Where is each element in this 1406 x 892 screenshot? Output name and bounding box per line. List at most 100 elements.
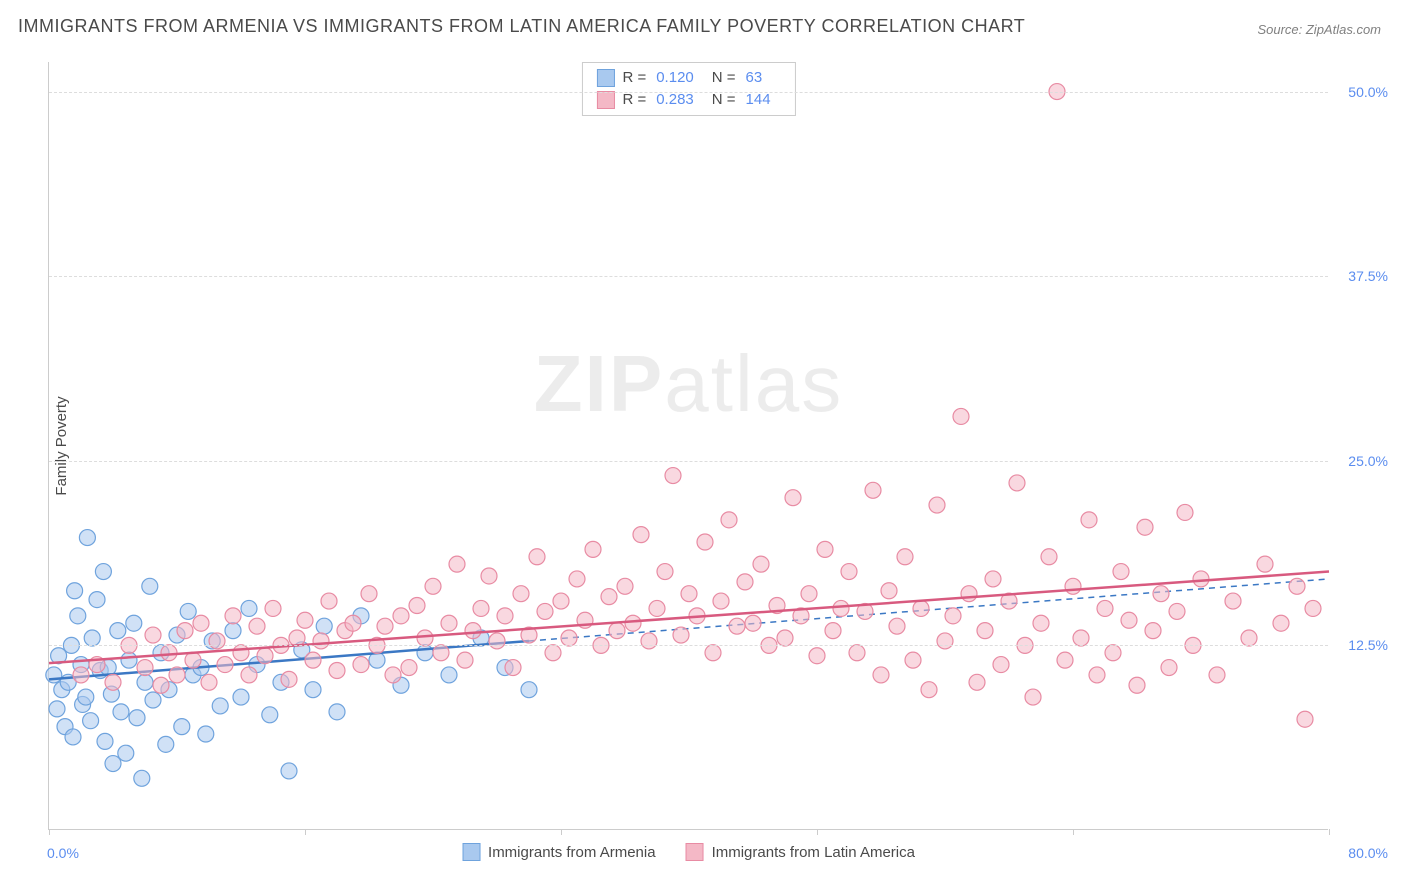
- data-point: [84, 630, 100, 646]
- data-point: [905, 652, 921, 668]
- data-point: [489, 633, 505, 649]
- data-point: [345, 615, 361, 631]
- data-point: [105, 674, 121, 690]
- series-2-label: Immigrants from Latin America: [712, 844, 915, 861]
- data-point: [425, 578, 441, 594]
- data-point: [937, 633, 953, 649]
- data-point: [158, 736, 174, 752]
- bottom-legend: Immigrants from Armenia Immigrants from …: [462, 843, 915, 861]
- data-point: [1105, 645, 1121, 661]
- data-point: [1137, 519, 1153, 535]
- gridline: [49, 461, 1328, 462]
- data-point: [129, 710, 145, 726]
- y-tick-label: 12.5%: [1348, 637, 1388, 653]
- data-point: [377, 618, 393, 634]
- data-point: [785, 490, 801, 506]
- data-point: [809, 648, 825, 664]
- x-tick: [305, 829, 306, 835]
- data-point: [67, 583, 83, 599]
- data-point: [825, 623, 841, 639]
- data-point: [1225, 593, 1241, 609]
- data-point: [385, 667, 401, 683]
- data-point: [433, 645, 449, 661]
- data-point: [417, 630, 433, 646]
- data-point: [1041, 549, 1057, 565]
- data-point: [505, 660, 521, 676]
- data-point: [585, 541, 601, 557]
- data-point: [745, 615, 761, 631]
- y-tick-label: 37.5%: [1348, 268, 1388, 284]
- data-point: [521, 682, 537, 698]
- data-point: [1065, 578, 1081, 594]
- data-point: [801, 586, 817, 602]
- data-point: [153, 677, 169, 693]
- data-point: [657, 564, 673, 580]
- data-point: [481, 568, 497, 584]
- data-point: [993, 657, 1009, 673]
- data-point: [241, 600, 257, 616]
- data-point: [961, 586, 977, 602]
- gridline: [49, 92, 1328, 93]
- x-tick: [1073, 829, 1074, 835]
- data-point: [1009, 475, 1025, 491]
- data-point: [913, 600, 929, 616]
- data-point: [305, 652, 321, 668]
- data-point: [1241, 630, 1257, 646]
- data-point: [46, 667, 62, 683]
- data-point: [865, 482, 881, 498]
- data-point: [641, 633, 657, 649]
- data-point: [409, 598, 425, 614]
- x-tick: [817, 829, 818, 835]
- x-tick: [49, 829, 50, 835]
- data-point: [95, 564, 111, 580]
- x-max-label: 80.0%: [1348, 845, 1388, 861]
- data-point: [473, 600, 489, 616]
- data-point: [417, 645, 433, 661]
- swatch-series-1-bottom: [462, 843, 480, 861]
- data-point: [257, 648, 273, 664]
- data-point: [65, 729, 81, 745]
- y-tick-label: 25.0%: [1348, 453, 1388, 469]
- data-point: [1033, 615, 1049, 631]
- data-point: [441, 615, 457, 631]
- data-point: [1153, 586, 1169, 602]
- data-point: [209, 633, 225, 649]
- x-tick: [561, 829, 562, 835]
- data-point: [897, 549, 913, 565]
- data-point: [281, 671, 297, 687]
- data-point: [401, 660, 417, 676]
- data-point: [625, 615, 641, 631]
- data-point: [321, 593, 337, 609]
- data-point: [126, 615, 142, 631]
- data-point: [1129, 677, 1145, 693]
- data-point: [777, 630, 793, 646]
- data-point: [233, 645, 249, 661]
- data-point: [1297, 711, 1313, 727]
- data-point: [180, 603, 196, 619]
- data-point: [217, 657, 233, 673]
- y-tick-label: 50.0%: [1348, 84, 1388, 100]
- data-point: [393, 608, 409, 624]
- data-point: [673, 627, 689, 643]
- data-point: [1097, 600, 1113, 616]
- data-point: [297, 612, 313, 628]
- data-point: [313, 633, 329, 649]
- data-point: [142, 578, 158, 594]
- data-point: [145, 692, 161, 708]
- data-point: [561, 630, 577, 646]
- data-point: [737, 574, 753, 590]
- data-point: [1161, 660, 1177, 676]
- data-point: [289, 630, 305, 646]
- series-1-label: Immigrants from Armenia: [488, 844, 656, 861]
- data-point: [921, 682, 937, 698]
- gridline: [49, 276, 1328, 277]
- data-point: [105, 756, 121, 772]
- data-point: [316, 618, 332, 634]
- data-point: [1073, 630, 1089, 646]
- data-point: [529, 549, 545, 565]
- data-point: [361, 586, 377, 602]
- data-point: [305, 682, 321, 698]
- data-point: [1257, 556, 1273, 572]
- data-point: [681, 586, 697, 602]
- data-point: [1209, 667, 1225, 683]
